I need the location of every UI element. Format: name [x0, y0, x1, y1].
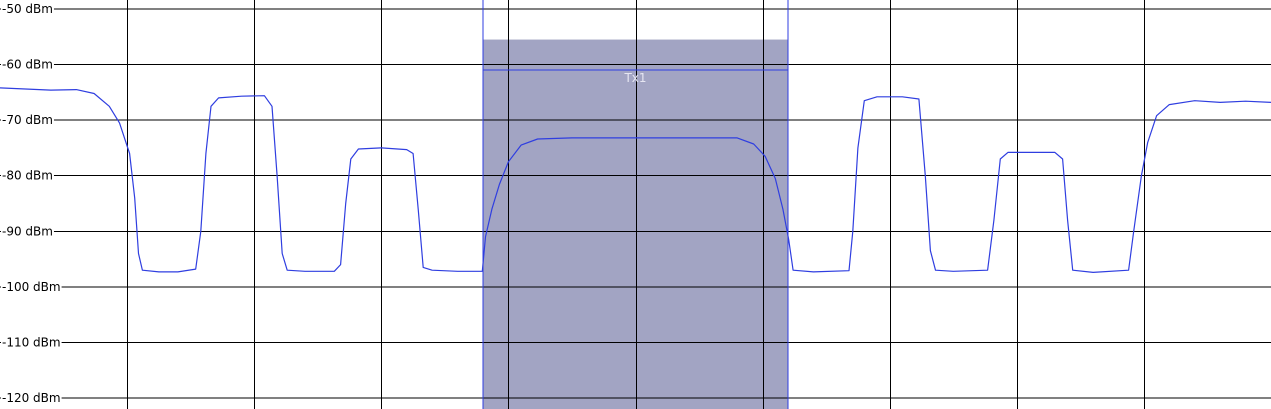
y-tick-label: -120 dBm	[2, 391, 61, 405]
channel-label: Tx1	[623, 71, 646, 85]
y-tick-label: -110 dBm	[2, 335, 61, 349]
y-tick-label: -80 dBm	[2, 169, 53, 183]
y-tick-label-bg	[1, 2, 54, 16]
channel-overlay: Tx1	[482, 0, 789, 409]
y-axis-ticks: -50 dBm -60 dBm -70 dBm -80 dBm -90 dBm -100 …	[1, 2, 62, 405]
y-tick-label-bg	[1, 335, 62, 350]
y-tick-label-bg	[1, 113, 54, 128]
trace-layer	[0, 87, 1271, 273]
channel-power-bar	[482, 39, 789, 409]
y-tick-label-bg	[1, 391, 62, 405]
y-tick-label-bg	[1, 224, 54, 239]
y-tick-label: -90 dBm	[2, 224, 53, 238]
channel-layer	[482, 39, 789, 409]
y-tick-label-bg	[1, 57, 54, 72]
y-tick-label: -60 dBm	[2, 58, 53, 72]
trace-line-0	[0, 87, 1271, 273]
y-tick-label: -100 dBm	[2, 280, 61, 294]
y-tick-label: -70 dBm	[2, 113, 53, 127]
y-tick-label-bg	[1, 279, 62, 294]
y-tick-label-bg	[1, 168, 54, 183]
y-tick-label: -50 dBm	[2, 2, 53, 16]
